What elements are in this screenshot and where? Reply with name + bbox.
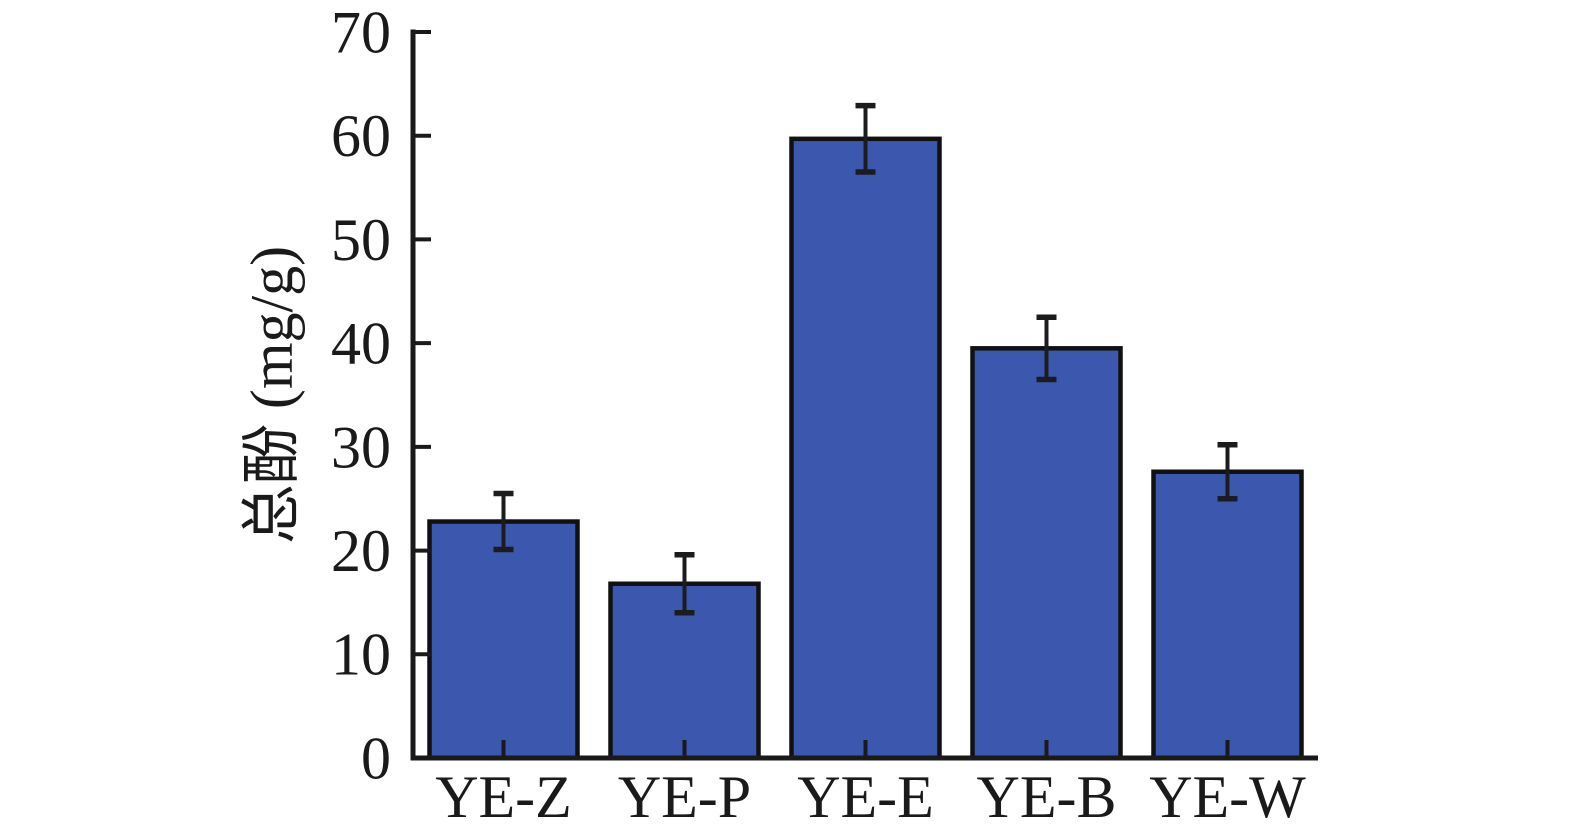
- x-tick-label-YE-B: YE-B: [977, 764, 1117, 830]
- y-tick-label-30: 30: [331, 414, 391, 480]
- y-tick-label-70: 70: [331, 0, 391, 65]
- x-tick-label-YE-E: YE-E: [797, 764, 934, 830]
- y-tick-label-20: 20: [331, 518, 391, 584]
- y-tick-label-50: 50: [331, 207, 391, 273]
- y-tick-label-60: 60: [331, 103, 391, 169]
- x-tick-label-YE-Z: YE-Z: [435, 764, 572, 830]
- x-tick-label-YE-P: YE-P: [618, 764, 751, 830]
- bar-YE-Z: [427, 519, 580, 761]
- y-axis-title: 总酚 (mg/g): [239, 246, 305, 544]
- x-tick-label-YE-W: YE-W: [1149, 764, 1306, 830]
- bar-YE-B: [970, 346, 1123, 761]
- y-tick-label-40: 40: [331, 311, 391, 377]
- bar-YE-W: [1151, 469, 1304, 761]
- bar-YE-E: [789, 136, 942, 761]
- y-tick-label-0: 0: [361, 725, 391, 791]
- y-tick-label-10: 10: [331, 622, 391, 688]
